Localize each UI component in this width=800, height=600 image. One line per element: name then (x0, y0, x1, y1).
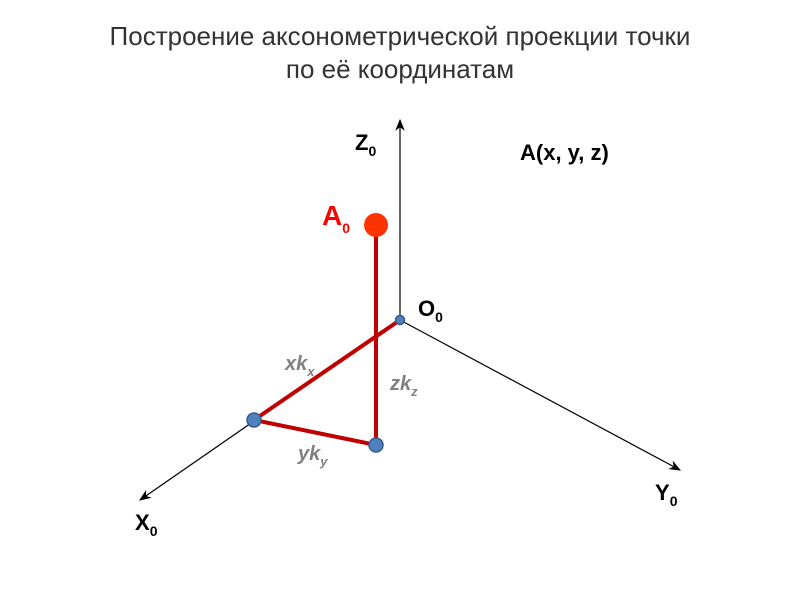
xy-projection-point (369, 438, 383, 452)
x-projection-point (247, 413, 261, 427)
yk-label: yky (297, 443, 328, 469)
z-axis-label: Z0 (355, 130, 376, 159)
axonometric-diagram: Z0 Y0 X0 O0 A0 A(x, y, z) xkx yky zkz (0, 0, 800, 600)
construction-lines (254, 225, 400, 445)
point-coordinates-label: A(x, y, z) (520, 140, 609, 165)
origin-label: O0 (418, 296, 443, 325)
y-axis-label: Y0 (655, 480, 678, 509)
x-axis-label: X0 (135, 510, 158, 539)
point-A0-label: A0 (322, 200, 350, 236)
y-axis (400, 320, 680, 470)
zk-label: zkz (389, 373, 418, 399)
xk-label: xkx (284, 353, 315, 379)
origin-point (396, 316, 405, 325)
point-A0 (364, 213, 388, 237)
